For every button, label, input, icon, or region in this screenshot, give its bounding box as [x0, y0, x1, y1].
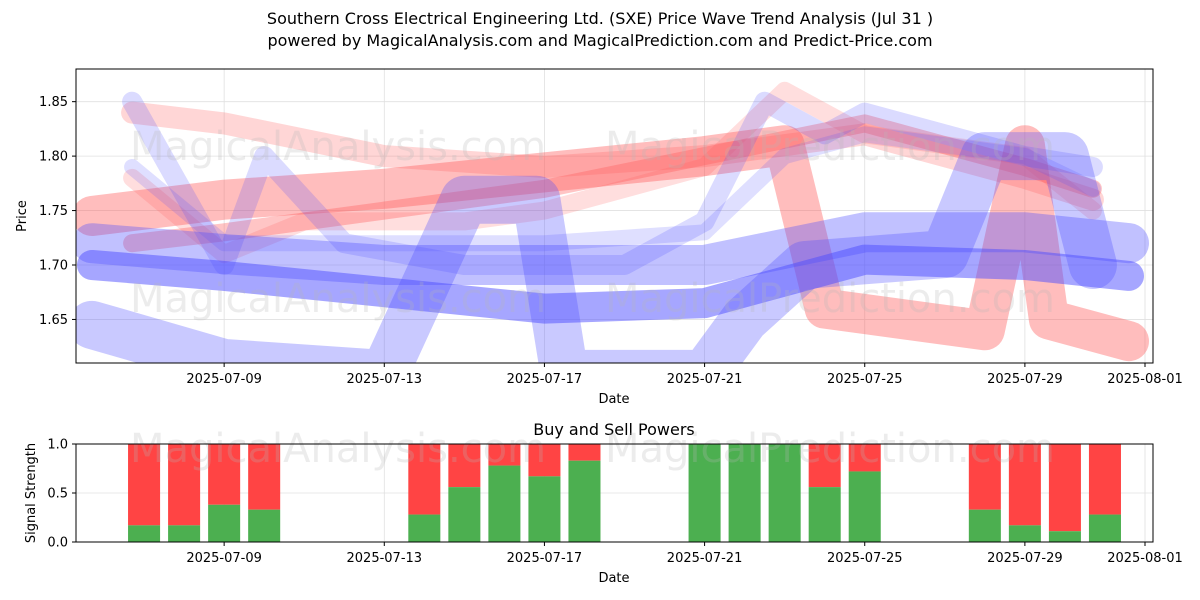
buy-power-bar: [528, 476, 561, 542]
x-tick-label: 2025-07-13: [347, 372, 423, 387]
wave-band-blue-wave-1: [77, 244, 1144, 324]
powers-y-label: Signal Strength: [24, 443, 39, 543]
buy-power-bar: [128, 525, 161, 542]
buy-power-bar: [248, 509, 281, 542]
y-tick-label: 1.85: [39, 95, 68, 110]
sell-power-bar: [448, 444, 481, 488]
watermark-text: MagicalAnalysis.com: [130, 124, 546, 170]
buy-power-bar: [848, 471, 881, 542]
y-tick-label: 1.0: [47, 438, 68, 453]
buy-power-bar: [968, 509, 1001, 542]
powers-bars: [128, 444, 1121, 542]
wave-band-red-wave-3: [76, 125, 1149, 362]
y-tick-label: 1.75: [39, 204, 68, 219]
buy-power-bar: [1008, 525, 1041, 542]
x-tick-label: 2025-07-29: [987, 551, 1063, 566]
buy-power-bar: [208, 504, 241, 542]
x-tick-label: 2025-07-25: [827, 551, 903, 566]
sell-power-bar: [408, 444, 441, 515]
x-tick-label: 2025-08-01: [1107, 372, 1183, 387]
sell-power-bar: [848, 444, 881, 472]
sell-power-bar: [968, 444, 1001, 510]
sell-power-bar: [1088, 444, 1121, 515]
buy-power-bar: [168, 525, 201, 542]
sell-power-bar: [248, 444, 281, 510]
sell-power-bar: [208, 444, 241, 505]
buy-power-bar: [688, 444, 721, 542]
buy-power-bar: [768, 444, 801, 542]
sell-power-bar: [168, 444, 201, 526]
x-tick-label: 2025-07-13: [347, 551, 423, 566]
buy-power-bar: [808, 487, 841, 542]
watermark-text: MagicalPrediction.com: [605, 426, 1055, 472]
price-watermarks: MagicalAnalysis.com MagicalPrediction.co…: [130, 124, 1055, 322]
sell-power-bar: [568, 444, 601, 461]
y-tick-label: 1.65: [39, 313, 68, 328]
x-tick-label: 2025-08-01: [1107, 551, 1183, 566]
wave-band-blue-wave-2: [76, 212, 1149, 285]
watermark-text: MagicalAnalysis.com: [130, 426, 546, 472]
y-tick-label: 1.80: [39, 150, 68, 165]
powers-watermarks: MagicalAnalysis.com MagicalPrediction.co…: [130, 426, 1055, 472]
watermark-text: MagicalPrediction.com: [605, 276, 1055, 322]
sell-power-bar: [1048, 444, 1081, 532]
sell-power-bar: [128, 444, 161, 526]
buy-power-bar: [1048, 531, 1081, 542]
wave-band-red-wave-4: [123, 81, 1102, 264]
price-axes: 2025-07-09 2025-07-13 2025-07-17 2025-07-21…: [39, 95, 1183, 387]
buy-power-bar: [728, 444, 761, 542]
sell-power-bar: [808, 444, 841, 488]
chart-subtitle: powered by MagicalAnalysis.com and Magic…: [267, 31, 933, 50]
watermark-text: MagicalPrediction.com: [605, 124, 1055, 170]
price-y-label: Price: [15, 200, 30, 232]
x-tick-label: 2025-07-25: [827, 372, 903, 387]
buy-power-bar: [408, 514, 441, 542]
x-tick-label: 2025-07-17: [507, 551, 583, 566]
sell-power-bar: [1008, 444, 1041, 526]
buy-power-bar: [1088, 514, 1121, 542]
x-tick-label: 2025-07-21: [667, 372, 743, 387]
x-tick-label: 2025-07-17: [507, 372, 583, 387]
price-x-label: Date: [598, 392, 629, 407]
price-wave-bands: [76, 81, 1149, 363]
x-tick-label: 2025-07-09: [186, 372, 262, 387]
y-tick-label: 0.5: [47, 487, 68, 502]
wave-band-red-wave-1: [123, 114, 1102, 253]
price-grid: [76, 69, 1153, 363]
wave-band-blue-wave-5: [124, 126, 1101, 252]
buy-power-bar: [448, 487, 481, 542]
y-tick-label: 0.0: [47, 536, 68, 551]
buy-power-bar: [568, 460, 601, 542]
price-plot-frame: [75, 68, 1154, 364]
wave-band-blue-wave-3: [76, 132, 1117, 363]
wave-band-red-wave-2: [121, 101, 1104, 211]
x-tick-label: 2025-07-21: [667, 551, 743, 566]
sell-power-bar: [528, 444, 561, 477]
buy-power-bar: [488, 465, 521, 542]
sell-power-bar: [488, 444, 521, 466]
powers-axes: 2025-07-09 2025-07-13 2025-07-17 2025-07-21…: [47, 438, 1182, 567]
x-tick-label: 2025-07-09: [186, 551, 262, 566]
powers-x-label: Date: [598, 571, 629, 586]
y-tick-label: 1.70: [39, 259, 68, 274]
powers-title: Buy and Sell Powers: [533, 420, 695, 439]
chart-title: Southern Cross Electrical Engineering Lt…: [266, 9, 934, 28]
x-tick-label: 2025-07-29: [987, 372, 1063, 387]
wave-band-blue-wave-4: [122, 91, 1103, 275]
watermark-text: MagicalAnalysis.com: [130, 276, 546, 322]
